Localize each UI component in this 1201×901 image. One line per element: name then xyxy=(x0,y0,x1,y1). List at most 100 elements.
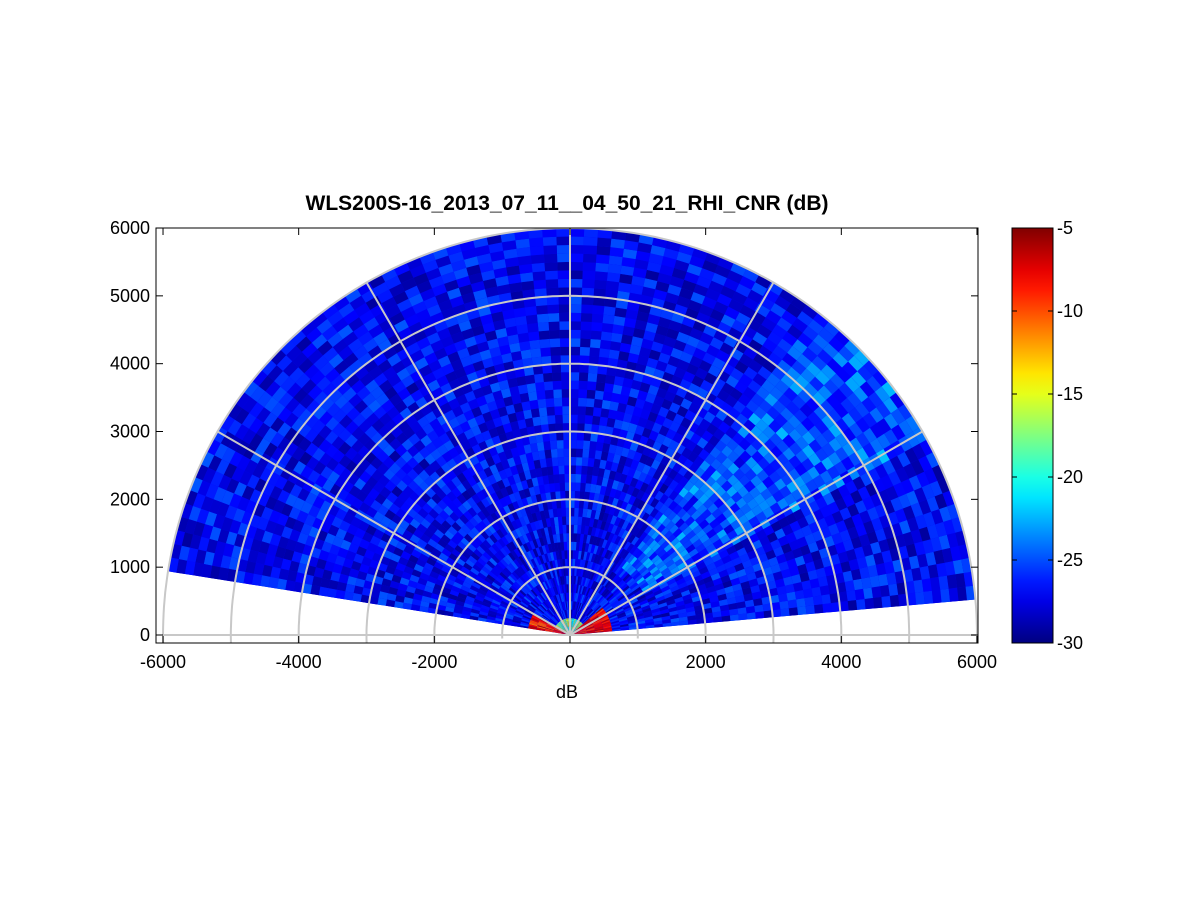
scan-cell xyxy=(550,355,561,365)
scan-cell xyxy=(550,448,558,458)
scan-cell xyxy=(757,366,772,380)
scan-cell xyxy=(678,522,689,532)
scan-cell xyxy=(497,589,506,596)
scan-cell xyxy=(735,283,752,298)
scan-cell xyxy=(445,606,455,613)
scan-cell xyxy=(614,566,622,575)
scan-cell xyxy=(594,626,604,630)
scan-cell xyxy=(271,447,285,462)
scan-cell xyxy=(585,578,591,588)
scan-cell xyxy=(368,324,384,339)
scan-cell xyxy=(605,607,614,614)
scan-cell xyxy=(318,549,330,561)
x-tick-label: 0 xyxy=(565,652,575,672)
scan-cell xyxy=(677,561,687,571)
scan-cell xyxy=(587,543,593,553)
scan-cell xyxy=(663,507,673,518)
scan-cell xyxy=(716,389,730,402)
scan-cell xyxy=(787,415,802,429)
scan-cell xyxy=(719,534,731,545)
scan-cell xyxy=(604,549,611,559)
scan-cell xyxy=(557,603,562,612)
scan-cell xyxy=(667,469,678,480)
scan-cell xyxy=(476,500,486,511)
scan-cell xyxy=(543,372,553,382)
scan-cell xyxy=(369,559,380,570)
scan-cell xyxy=(644,590,654,597)
scan-cell xyxy=(614,606,623,613)
scan-cell xyxy=(530,618,539,623)
scan-cell xyxy=(532,271,546,281)
scan-cell xyxy=(502,556,511,566)
scan-cell xyxy=(427,575,438,584)
scan-cell xyxy=(817,385,833,400)
scan-cell xyxy=(322,479,335,492)
scan-cell xyxy=(676,424,688,437)
scan-cell xyxy=(574,584,577,593)
scan-cell xyxy=(665,409,677,422)
scan-cell xyxy=(588,449,596,459)
scan-cell xyxy=(412,329,427,343)
scan-cell xyxy=(539,593,546,602)
scan-cell xyxy=(620,571,629,580)
scan-cell xyxy=(510,550,519,560)
scan-cell xyxy=(256,552,267,565)
scan-cell xyxy=(776,317,793,332)
scan-cell xyxy=(696,561,707,571)
scan-cell xyxy=(344,447,358,461)
scan-cell xyxy=(586,630,596,633)
scan-cell xyxy=(515,537,523,547)
scan-cell xyxy=(294,541,306,554)
scan-cell xyxy=(631,275,646,287)
scan-cell xyxy=(400,450,413,463)
scan-cell xyxy=(403,545,414,555)
scan-cell xyxy=(539,564,545,573)
scan-cell xyxy=(679,436,691,448)
colorbar-tick-label: -5 xyxy=(1057,218,1073,238)
scan-cell xyxy=(554,629,563,633)
scan-cell xyxy=(557,585,562,594)
scan-cell xyxy=(446,557,456,566)
scan-cell xyxy=(822,603,832,613)
scan-cell xyxy=(588,612,596,619)
scan-cell xyxy=(799,571,810,582)
scan-cell xyxy=(176,559,188,574)
scan-cell xyxy=(603,590,611,599)
scan-cell xyxy=(532,567,539,576)
scan-cell xyxy=(580,525,586,535)
scan-cell xyxy=(756,432,770,445)
scan-cell xyxy=(575,611,580,620)
scan-cell xyxy=(828,336,845,353)
scan-cell xyxy=(551,560,557,570)
scan-cell xyxy=(575,465,582,475)
scan-cell xyxy=(395,541,407,551)
scan-cell xyxy=(803,588,813,599)
scan-cell xyxy=(592,619,601,625)
scan-cell xyxy=(430,519,442,530)
scan-cell xyxy=(577,525,582,534)
scan-cell xyxy=(608,505,616,516)
scan-cell xyxy=(505,577,514,586)
scan-cell xyxy=(608,596,617,604)
scan-cell xyxy=(570,389,579,398)
scan-cell xyxy=(404,591,415,599)
scan-cell xyxy=(664,363,677,376)
scan-cell xyxy=(580,330,592,339)
scan-cell xyxy=(426,498,438,509)
scan-cell xyxy=(504,615,514,620)
scan-cell xyxy=(733,468,745,481)
scan-cell xyxy=(594,390,604,400)
scan-cell xyxy=(461,292,476,304)
scan-cell xyxy=(625,610,635,616)
scan-cell xyxy=(828,583,838,595)
scan-cell xyxy=(486,590,496,597)
scan-cell xyxy=(702,602,712,610)
scan-cell xyxy=(489,534,498,544)
scan-cell xyxy=(785,512,798,525)
scan-cell xyxy=(578,631,587,634)
scan-cell xyxy=(570,253,584,263)
scan-cell xyxy=(660,608,670,615)
scan-cell xyxy=(785,366,801,382)
scan-cell xyxy=(725,426,738,439)
scan-cell xyxy=(473,462,484,473)
